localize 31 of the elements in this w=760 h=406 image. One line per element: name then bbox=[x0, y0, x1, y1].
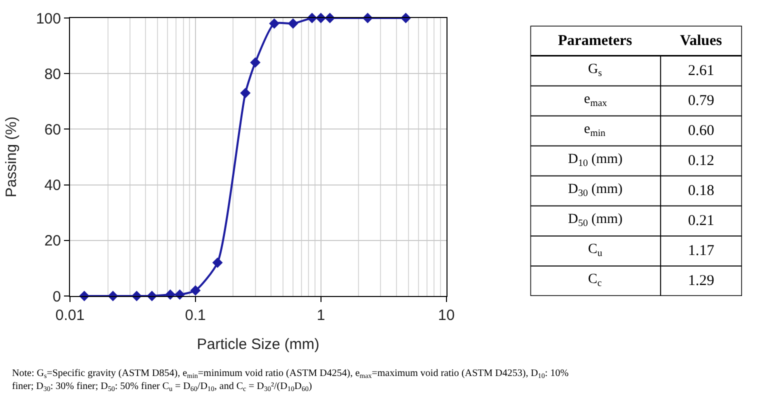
x-tick-label: 0.01 bbox=[55, 307, 85, 324]
text: 0.12 bbox=[688, 153, 714, 169]
category-label: D$_{50}$ (mm) bbox=[568, 212, 623, 229]
category-label: D$_{10}$ (mm) bbox=[568, 152, 623, 169]
x-tick-label: 1 bbox=[316, 307, 326, 324]
text: 2.61 bbox=[688, 63, 714, 79]
text: 0.18 bbox=[688, 183, 714, 199]
x-tick-label: 0.1 bbox=[185, 307, 206, 324]
text: 1.29 bbox=[688, 273, 714, 289]
text: 0.21 bbox=[688, 213, 714, 229]
x-tick-label: 10 bbox=[438, 307, 455, 324]
y-tick-label: 20 bbox=[44, 232, 61, 250]
category-label: D$_{30}$ (mm) bbox=[568, 182, 623, 199]
category-label: e$_{max}$ bbox=[584, 92, 608, 109]
y-tick-label: 40 bbox=[44, 177, 61, 194]
x-axis-title: Particle Size (mm) bbox=[196, 336, 320, 353]
text: 0.60 bbox=[688, 123, 714, 139]
y-tick-label: 0 bbox=[52, 288, 61, 306]
text: Values bbox=[680, 33, 722, 49]
text: 0.79 bbox=[688, 93, 714, 109]
category-label: e$_{min}$ bbox=[584, 122, 606, 139]
text: Parameters bbox=[558, 33, 632, 49]
y-tick-label: 60 bbox=[44, 121, 61, 138]
text: Note: G$_{s}$=Specific gravity (ASTM D854), e$_{min}$=minimum void ratio (ASTM D4254), e$_{max}$=maximum void ratio (ASTM D4253), D$_{10}$: 10% finer; D$_{30}$: 30% finer; D$_{50}$: 50% finer C$_{u}$ = D$_{60}$/D$_{10}$, and C$_{c}$ = D$_{30}$²/(D$_{10}$D$_{60}$) bbox=[12, 368, 569, 394]
category-label: G$_{s}$ bbox=[588, 62, 602, 79]
category-label: C$_{u}$ bbox=[588, 242, 602, 259]
text: 1.17 bbox=[688, 243, 714, 259]
y-axis-title: Passing (%) bbox=[3, 116, 20, 198]
category-label: C$_{c}$ bbox=[588, 272, 602, 289]
y-tick-label: 80 bbox=[44, 66, 61, 83]
y-tick-label: 100 bbox=[36, 10, 61, 28]
